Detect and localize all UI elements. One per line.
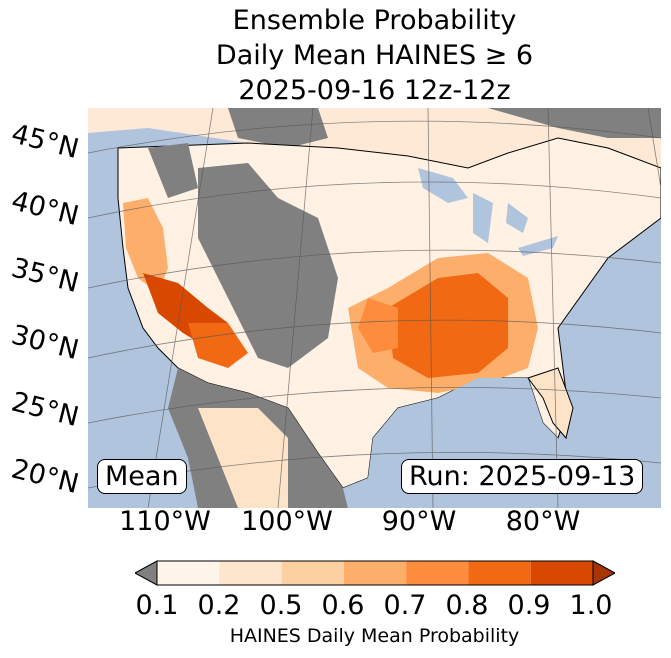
lat-label-20: 20°N — [8, 453, 82, 501]
colorbar-frame — [156, 560, 594, 586]
lat-label-30: 30°N — [8, 319, 82, 367]
graticule — [88, 108, 661, 508]
west-gray — [198, 163, 338, 368]
colorbar-tick-6: 0.9 — [507, 590, 551, 621]
arizona-prob — [188, 323, 248, 368]
colorbar-segment — [530, 561, 593, 585]
colorbar-tick-3: 0.6 — [321, 590, 365, 621]
colorbar-over-triangle — [592, 560, 615, 586]
lake-erie — [518, 236, 558, 256]
lat-label-25: 25°N — [8, 386, 82, 434]
colorbar-tick-5: 0.8 — [445, 590, 489, 621]
lat-label-45: 45°N — [8, 118, 82, 166]
colorbar-segment — [343, 561, 407, 585]
colorbar-tick-1: 0.2 — [197, 590, 241, 621]
colorbar-tick-7: 1.0 — [569, 590, 613, 621]
colorbar-segment — [219, 561, 282, 585]
lon-label-80: 80°W — [505, 506, 581, 537]
colorbar-tick-4: 0.7 — [383, 590, 427, 621]
title-line-2: Daily Mean HAINES ≥ 6 — [215, 40, 534, 71]
colorbar-segment — [281, 561, 344, 585]
colorbar-tick-0: 0.1 — [135, 590, 179, 621]
central-high-prob — [388, 273, 508, 378]
northwest-gray — [148, 143, 198, 198]
title-line-3: 2025-09-16 12z-12z — [238, 75, 511, 106]
title-line-1: Ensemble Probability — [232, 5, 517, 36]
canada-gray-east — [488, 108, 661, 138]
colorbar-tick-2: 0.5 — [259, 590, 303, 621]
lon-label-100: 100°W — [241, 506, 333, 537]
canada-land — [88, 108, 661, 168]
colorbar-label: HAINES Daily Mean Probability — [229, 625, 520, 647]
lat-label-35: 35°N — [8, 252, 82, 300]
colorbar-segment — [157, 561, 220, 585]
colorbar-under-triangle — [135, 560, 158, 586]
canada-gray — [228, 108, 328, 148]
colorbar-segment — [468, 561, 531, 585]
lon-label-110: 110°W — [119, 506, 211, 537]
california-prob — [123, 198, 168, 293]
lat-label-40: 40°N — [8, 185, 82, 233]
lon-label-90: 90°W — [381, 506, 457, 537]
lake-huron — [506, 203, 528, 233]
colorbar-segment — [406, 561, 469, 585]
florida — [527, 367, 574, 440]
probability-map — [88, 108, 661, 508]
lake-michigan — [473, 193, 493, 243]
mexico-light — [198, 408, 288, 508]
mean-label-box: Mean — [97, 459, 187, 494]
oklahoma-prob — [358, 298, 398, 353]
colorbar — [135, 560, 615, 586]
run-date-box: Run: 2025-09-13 — [401, 459, 644, 494]
lake-superior — [418, 168, 468, 203]
